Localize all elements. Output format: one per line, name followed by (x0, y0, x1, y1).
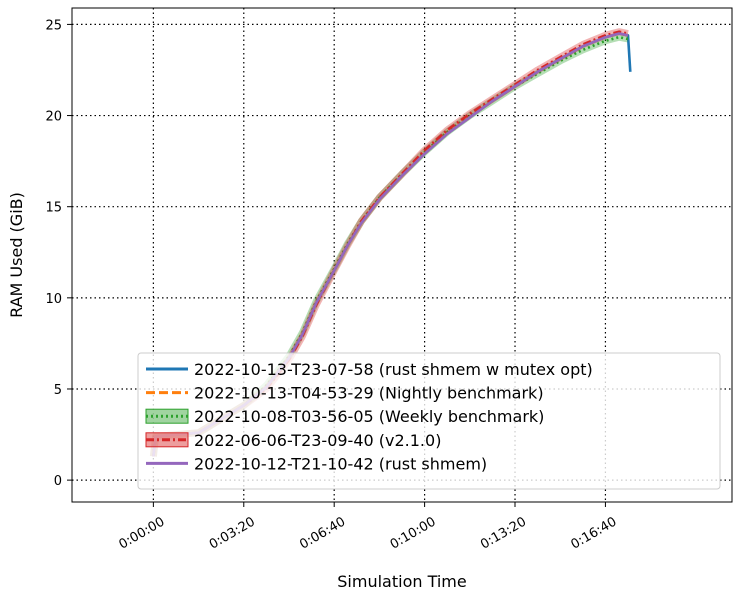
legend: 2022-10-13-T23-07-58 (rust shmem w mutex… (137, 352, 721, 490)
axes-frame (71, 7, 733, 503)
legend-label: 2022-10-12-T21-10-42 (rust shmem) (194, 454, 487, 473)
y-tick-label: 5 (54, 383, 62, 398)
y-tick-label: 25 (45, 18, 62, 33)
y-tick-label: 20 (45, 110, 62, 125)
y-tick-label: 15 (45, 201, 62, 216)
x-axis-label: Simulation Time (337, 572, 466, 591)
legend-box (137, 352, 721, 490)
legend-label: 2022-06-06-T23-09-40 (v2.1.0) (194, 431, 441, 450)
legend-label: 2022-10-13-T23-07-58 (rust shmem w mutex… (194, 360, 593, 379)
legend-label: 2022-10-08-T03-56-05 (Weekly benchmark) (194, 407, 544, 426)
legend-label: 2022-10-13-T04-53-29 (Nightly benchmark) (194, 384, 544, 403)
y-axis-label: RAM Used (GiB) (7, 192, 26, 318)
y-tick-label: 0 (54, 474, 62, 489)
y-tick-label: 10 (45, 292, 62, 307)
